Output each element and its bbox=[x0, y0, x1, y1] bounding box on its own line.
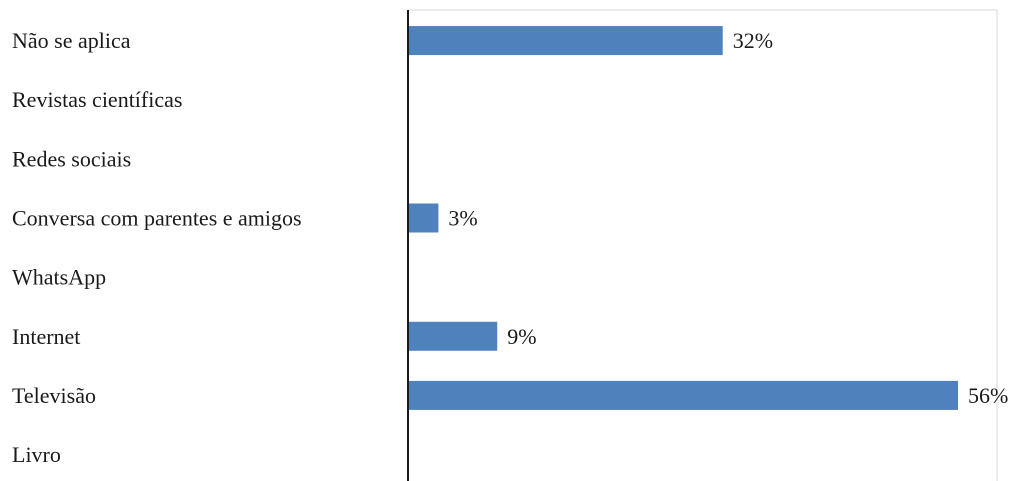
bar bbox=[409, 203, 439, 233]
category-label: Conversa com parentes e amigos bbox=[12, 205, 302, 230]
category-label: Revistas científicas bbox=[12, 87, 182, 112]
data-label: 32% bbox=[733, 28, 773, 53]
category-label: WhatsApp bbox=[12, 265, 106, 290]
category-label: Não se aplica bbox=[12, 28, 131, 53]
category-label: Livro bbox=[12, 442, 61, 467]
bar bbox=[409, 321, 498, 351]
plot-area-border bbox=[407, 9, 998, 481]
bar bbox=[409, 26, 723, 56]
category-label: Televisão bbox=[12, 383, 96, 408]
category-label: Redes sociais bbox=[12, 146, 131, 171]
bar bbox=[409, 380, 958, 410]
bars bbox=[409, 26, 958, 410]
category-labels: Não se aplica Revistas científicas Redes s… bbox=[12, 28, 302, 467]
category-label: Internet bbox=[12, 324, 80, 349]
data-label: 9% bbox=[507, 324, 536, 349]
data-label: 56% bbox=[968, 383, 1008, 408]
data-labels: 32% 3% 9% 56% bbox=[448, 28, 1008, 408]
data-label: 3% bbox=[448, 205, 477, 230]
